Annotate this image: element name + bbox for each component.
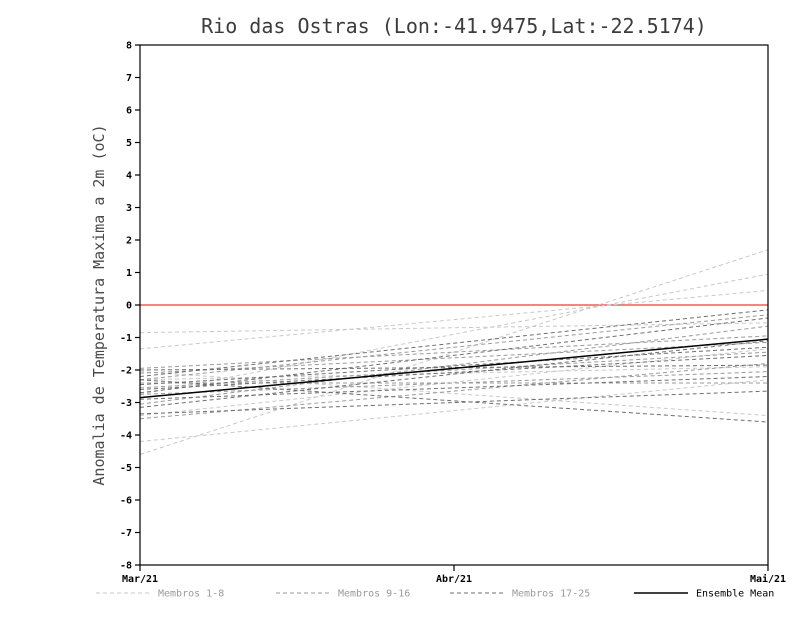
member-line	[139, 363, 769, 420]
y-tick-label: 6	[126, 106, 132, 117]
member-line	[139, 317, 769, 394]
y-tick-label: 4	[126, 171, 132, 182]
y-tick-label: -1	[120, 333, 132, 344]
member-line	[139, 249, 769, 455]
y-tick-label: 3	[126, 203, 132, 214]
y-tick-label: 2	[126, 236, 132, 247]
y-tick-label: 7	[126, 73, 132, 84]
member-line	[139, 379, 769, 423]
member-line	[139, 325, 769, 405]
y-tick-label: 8	[126, 41, 132, 52]
y-tick-label: 5	[126, 138, 132, 149]
member-line	[139, 348, 769, 416]
chart-title: Rio das Ostras (Lon:-41.9475,Lat:-22.517…	[201, 14, 707, 38]
legend-item-label: Membros 17-25	[512, 589, 590, 600]
member-line	[139, 289, 769, 350]
x-tick-label: Mai/21	[750, 573, 786, 585]
member-line	[139, 376, 769, 400]
legend-item-label: Membros 1-8	[158, 589, 224, 600]
member-line	[139, 364, 769, 371]
axis-ticks: 8 7 6 5 4 3 2 1 0 -1 -2 -3 -4 -5 -6 -7 -8 Mar/21 Abr/21 Mai…	[120, 41, 786, 586]
ensemble-mean-line	[139, 338, 769, 399]
member-line	[139, 379, 769, 442]
legend: Membros 1-8 Membros 9-16 Membros 17-25 Ense…	[96, 589, 774, 600]
y-tick-label: -3	[120, 398, 132, 409]
y-tick-label: -6	[120, 496, 132, 507]
member-line	[139, 340, 769, 408]
member-line	[139, 322, 769, 334]
y-tick-label: -2	[120, 366, 132, 377]
y-tick-label: 1	[126, 268, 132, 279]
y-axis-label: Anomalia de Temperatura Maxima a 2m (oC)	[90, 124, 108, 485]
member-line	[139, 314, 769, 381]
x-tick-label: Abr/21	[436, 574, 472, 585]
legend-item-label: Ensemble Mean	[696, 589, 774, 600]
member-line	[139, 309, 769, 377]
series-lines	[139, 249, 769, 455]
y-tick-label: -7	[120, 528, 132, 539]
y-tick-label: -5	[120, 463, 132, 474]
y-tick-label: 0	[126, 301, 132, 312]
y-tick-label: -4	[120, 431, 132, 442]
y-tick-label: -8	[120, 561, 132, 572]
legend-item-label: Membros 9-16	[338, 589, 410, 600]
member-line	[139, 273, 769, 395]
member-line	[139, 354, 769, 390]
member-line	[139, 371, 769, 416]
x-tick-label: Mar/21	[122, 574, 158, 585]
